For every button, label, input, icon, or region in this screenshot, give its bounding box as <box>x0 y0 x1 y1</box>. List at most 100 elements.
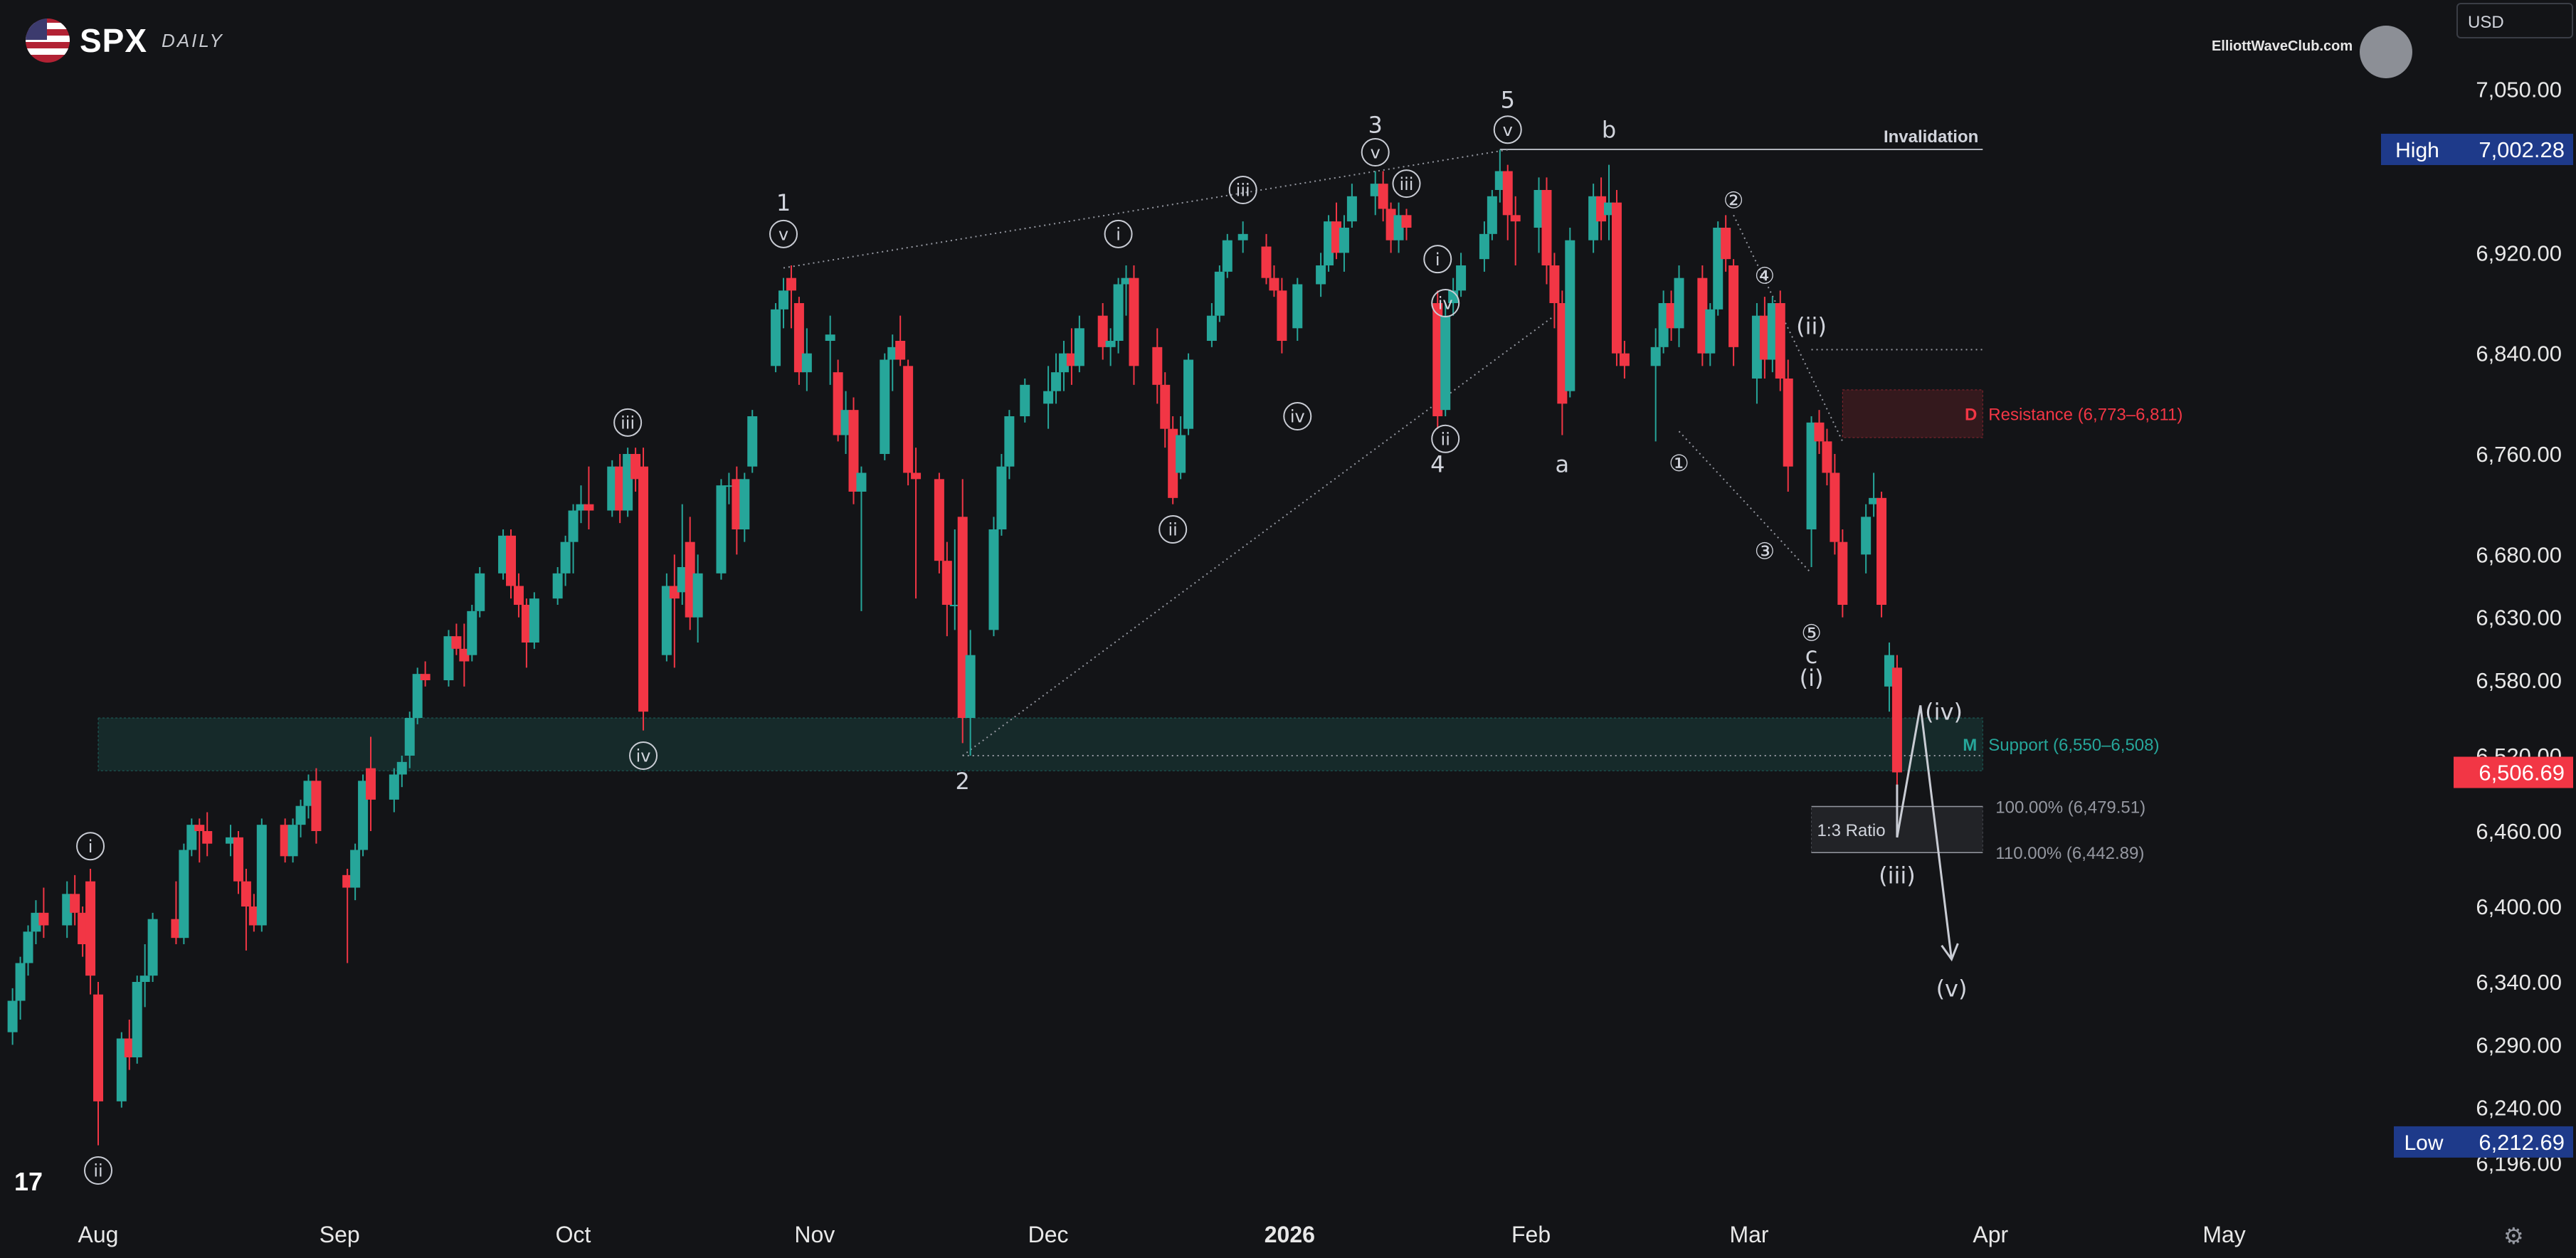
candle-body-9 <box>93 994 103 1101</box>
candle-body-80 <box>887 347 898 360</box>
candle-body-32 <box>358 781 369 850</box>
candle-body-71 <box>786 278 796 291</box>
chart-header: SPX DAILY <box>26 18 224 63</box>
wave-label-10: v <box>1371 143 1381 163</box>
wave-circle-0 <box>76 832 105 861</box>
candle-body-114 <box>1277 290 1287 341</box>
candle-body-16 <box>179 850 189 939</box>
candle-body-110 <box>1222 240 1232 272</box>
wave-label-1: ii <box>93 1161 102 1181</box>
candle-body-166 <box>1876 497 1887 605</box>
candle-body-29 <box>311 781 322 831</box>
wave-label-21: a <box>1556 451 1570 478</box>
candle-body-78 <box>856 472 867 492</box>
candle-body-50 <box>560 541 571 574</box>
x-tick-6: Feb <box>1511 1222 1551 1247</box>
settings-gear-icon[interactable]: ⚙ <box>2503 1223 2524 1249</box>
wave-label-14: i <box>1435 250 1440 270</box>
wave-circle-3 <box>629 741 658 770</box>
candle-body-127 <box>1440 315 1451 411</box>
candle-body-53 <box>584 504 594 511</box>
candle-body-90 <box>996 466 1007 529</box>
wave-label-16: ii <box>1441 429 1450 449</box>
candle-body-54 <box>607 466 618 511</box>
candle-body-42 <box>467 610 477 655</box>
candle-body-92 <box>1020 384 1030 416</box>
x-tick-5: 2026 <box>1265 1222 1315 1247</box>
candle-body-85 <box>941 561 952 605</box>
candle-body-137 <box>1549 265 1560 303</box>
candle-body-154 <box>1751 315 1762 379</box>
candle-body-84 <box>934 479 944 561</box>
candle-body-3 <box>31 912 41 932</box>
candle-body-52 <box>576 504 586 511</box>
candle-body-48 <box>529 598 539 643</box>
trend-line-1 <box>962 314 1556 756</box>
x-tick-0: Aug <box>78 1222 119 1247</box>
y-tick-8: 6,460.00 <box>2476 819 2562 844</box>
candle-body-161 <box>1822 441 1832 473</box>
candle-body-111 <box>1237 233 1248 240</box>
wave-label-25: ③ <box>1755 538 1775 565</box>
fib-label-1: 110.00% (6,442.89) <box>1995 844 2144 863</box>
y-tick-1: 6,920.00 <box>2476 240 2562 265</box>
candle-body-101 <box>1121 278 1131 285</box>
candle-body-30 <box>342 874 353 888</box>
wave-circle-4 <box>769 219 798 248</box>
wave-label-27: ⑤ <box>1801 619 1822 646</box>
candle-body-157 <box>1775 303 1785 379</box>
candle-body-15 <box>171 919 181 939</box>
y-tick-11: 6,290.00 <box>2476 1032 2562 1057</box>
candle-body-86 <box>949 605 960 606</box>
wave-circle-15 <box>1431 289 1460 317</box>
candle-body-120 <box>1346 196 1357 222</box>
wave-label-28: c <box>1805 642 1818 669</box>
candle-body-125 <box>1401 215 1412 228</box>
zone-tag-resistance: D <box>1965 405 1977 424</box>
y-tick-9: 6,400.00 <box>2476 894 2562 919</box>
candle-body-46 <box>513 586 524 605</box>
y-tick-6: 6,580.00 <box>2476 668 2562 693</box>
candle-body-87 <box>957 517 968 718</box>
candle-body-36 <box>404 718 415 756</box>
zone-resistance <box>1842 389 1983 438</box>
candle-body-5 <box>62 894 73 926</box>
candle-body-2 <box>23 931 33 963</box>
wave-circle-7 <box>1158 515 1188 544</box>
candle-body-138 <box>1557 303 1568 404</box>
candle-body-152 <box>1721 228 1731 260</box>
candle-body-107 <box>1183 359 1194 429</box>
candle-body-35 <box>396 761 407 775</box>
wave-label-6: i <box>1116 224 1121 244</box>
wave-label-7: ii <box>1168 520 1178 540</box>
candle-body-134 <box>1510 215 1521 222</box>
candle-body-74 <box>825 334 835 341</box>
candle-body-117 <box>1324 221 1334 265</box>
wave-label-29: (i) <box>1800 665 1824 692</box>
candle-body-51 <box>568 510 579 542</box>
x-tick-8: Apr <box>1973 1222 2008 1247</box>
candle-body-55 <box>615 466 625 511</box>
wave-label-8: iii <box>1236 181 1250 201</box>
candle-body-140 <box>1588 196 1599 240</box>
candle-body-164 <box>1861 517 1872 555</box>
candle-body-104 <box>1160 384 1171 429</box>
candle-body-100 <box>1113 284 1124 341</box>
candle-body-62 <box>685 541 695 618</box>
candle-body-24 <box>256 825 267 926</box>
currency-select[interactable]: USD <box>2456 3 2573 38</box>
wave-circle-1 <box>84 1156 112 1185</box>
candle-body-133 <box>1502 171 1513 216</box>
candle-body-160 <box>1814 422 1825 442</box>
candle-body-47 <box>521 605 532 643</box>
candle-body-66 <box>732 479 742 529</box>
candle-body-121 <box>1370 184 1381 196</box>
candle-body-109 <box>1214 271 1225 316</box>
candle-body-67 <box>739 479 750 529</box>
candle-body-94 <box>1051 372 1062 391</box>
candle-body-162 <box>1830 472 1840 542</box>
wave-label-2: iii <box>621 413 635 433</box>
projection-path <box>1896 705 1953 960</box>
wave-circle-9 <box>1283 402 1312 430</box>
